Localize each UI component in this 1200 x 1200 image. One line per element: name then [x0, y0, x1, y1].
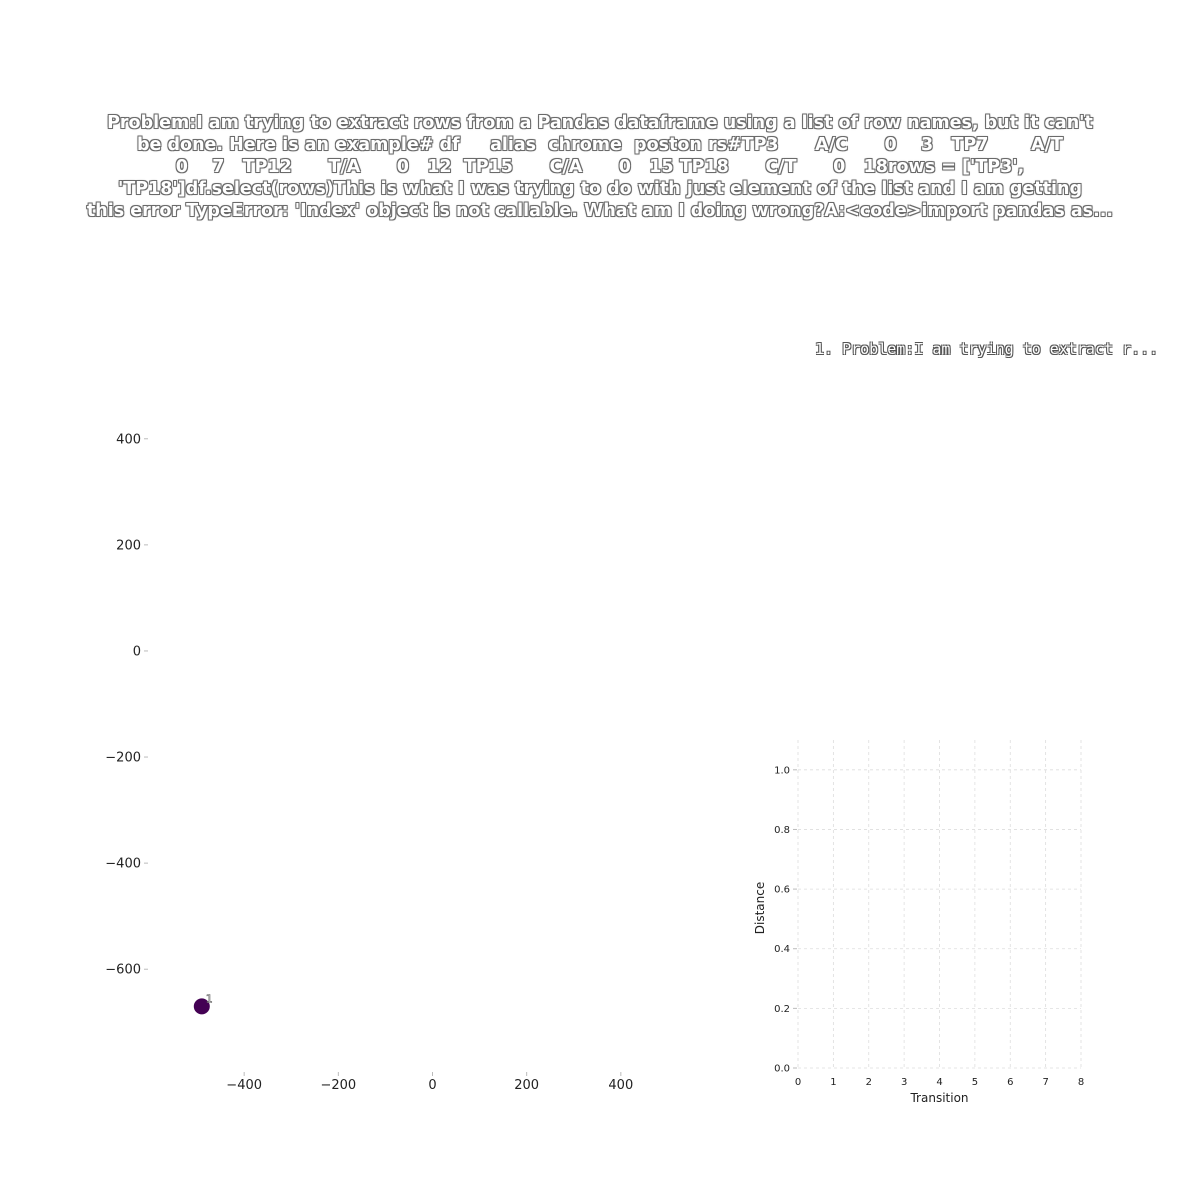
- distance-plot: 0 1 2 3 4 5 6 7 8 0.0 0.2 0.4 0.6 0.8 1.0 Transition Dis…: [753, 740, 1084, 1105]
- x-tick-label: 7: [1042, 1077, 1048, 1088]
- title-line-5: this error TypeError: 'Index' object is …: [86, 201, 1114, 221]
- y-tick-label: 400: [116, 432, 141, 447]
- x-tick-label: 8: [1078, 1077, 1084, 1088]
- y-tick-label: −600: [105, 963, 141, 978]
- y-tick-label: 1.0: [774, 765, 790, 776]
- y-tick-label: 0.0: [774, 1064, 790, 1075]
- x-tick-label: 6: [1007, 1077, 1013, 1088]
- x-tick-label: 5: [972, 1077, 978, 1088]
- x-tick-label: 1: [830, 1077, 836, 1088]
- x-tick-label: −200: [320, 1078, 356, 1093]
- legend-entry: 1. Problem:I am trying to extract r...: [815, 340, 1159, 358]
- title-line-2: be done. Here is an example# df alias ch…: [137, 135, 1063, 155]
- x-tick-label: 2: [866, 1077, 872, 1088]
- title-line-3: 0 7 TP12 T/A 0 12 TP15 C/A 0 15 TP18 C/T…: [175, 157, 1025, 177]
- x-tick-label: 400: [608, 1078, 633, 1093]
- x-tick-label: 4: [936, 1077, 942, 1088]
- title-line-1: Problem:I am trying to extract rows from…: [107, 113, 1093, 133]
- y-tick-label: 0: [133, 644, 141, 659]
- x-tick-label: 3: [901, 1077, 907, 1088]
- data-point: [193, 998, 210, 1015]
- point-label: 1: [206, 992, 213, 1005]
- y-tick-label: 0.6: [774, 885, 790, 896]
- x-tick-label: 200: [514, 1078, 539, 1093]
- scatter-plot: −400 −200 0 200 400 −600 −400 −200 0 200 400 1: [105, 432, 633, 1093]
- y-tick-label: 0.2: [774, 1004, 790, 1015]
- y-tick-label: −400: [105, 857, 141, 872]
- x-tick-label: 0: [795, 1077, 801, 1088]
- y-tick-label: 0.4: [774, 944, 790, 955]
- y-tick-label: 200: [116, 538, 141, 553]
- x-tick-label: 0: [428, 1078, 436, 1093]
- x-tick-label: −400: [226, 1078, 262, 1093]
- chart-title: Problem:I am trying to extract rows from…: [0, 112, 1200, 222]
- y-tick-label: 0.8: [774, 825, 790, 836]
- y-axis-label: Distance: [753, 882, 767, 934]
- y-tick-label: −200: [105, 751, 141, 766]
- title-line-4: 'TP18']df.select(rows)This is what I was…: [117, 179, 1083, 199]
- x-axis-label: Transition: [909, 1091, 968, 1105]
